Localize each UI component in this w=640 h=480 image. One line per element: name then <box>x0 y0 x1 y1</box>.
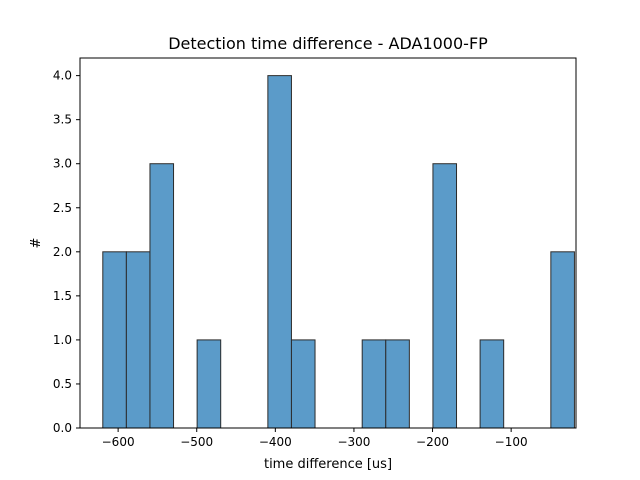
histogram-bar <box>290 339 316 429</box>
histogram-bar <box>385 339 410 429</box>
y-tick-label: 1.5 <box>53 289 72 303</box>
histogram-bar <box>149 163 175 429</box>
histogram-bar <box>196 339 222 429</box>
plot-area-frame <box>79 57 577 429</box>
y-tick-label: 3.5 <box>53 113 72 127</box>
x-tick-label: −100 <box>495 435 528 449</box>
x-tick-label: −600 <box>102 435 135 449</box>
x-tick-label: −500 <box>180 435 213 449</box>
x-axis-label: time difference [us] <box>264 457 392 472</box>
y-tick-label: 4.0 <box>53 69 72 83</box>
y-tick-label: 0.5 <box>53 377 72 391</box>
histogram-bar <box>267 75 292 429</box>
histogram-bar <box>125 251 151 429</box>
x-tick-label: −400 <box>259 435 292 449</box>
histogram-bar <box>432 163 458 429</box>
y-axis-ticks: 0.0 0.5 1.0 1.5 2.0 2.5 3.0 3.5 4.0 <box>53 69 80 435</box>
chart-title: Detection time difference - ADA1000-FP <box>168 34 488 53</box>
histogram-bar <box>102 251 127 429</box>
y-tick-label: 0.0 <box>53 421 72 435</box>
x-axis-ticks: −600 −500 −400 −300 −200 −100 <box>102 428 528 449</box>
y-tick-label: 1.0 <box>53 333 72 347</box>
y-tick-label: 2.0 <box>53 245 72 259</box>
histogram-bar <box>550 251 575 429</box>
histogram-bar <box>361 339 387 429</box>
histogram-bars <box>102 75 575 429</box>
x-tick-label: −300 <box>337 435 370 449</box>
y-axis-label: # <box>29 238 44 249</box>
histogram-bar <box>479 339 505 429</box>
y-tick-label: 2.5 <box>53 201 72 215</box>
x-tick-label: −200 <box>416 435 449 449</box>
y-tick-label: 3.0 <box>53 157 72 171</box>
